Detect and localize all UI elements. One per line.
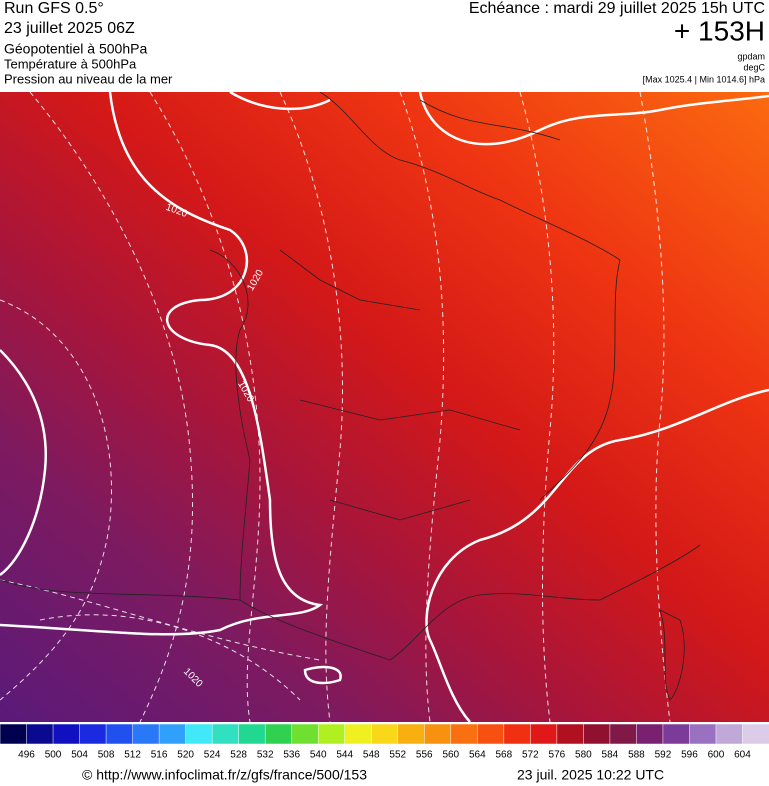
scale-swatch (636, 723, 664, 745)
unit-geopotential: gpdam (737, 51, 765, 61)
scale-label: 528 (230, 750, 247, 761)
scale-swatch (689, 723, 717, 745)
map: 1020 1020 1020 1020 (0, 92, 769, 722)
scale-label: 564 (469, 750, 486, 761)
scale-label: 540 (310, 750, 327, 761)
field-1: Géopotentiel à 500hPa (4, 41, 147, 57)
source-url: © http://www.infoclimat.fr/z/gfs/france/… (82, 767, 367, 783)
scale-swatch (291, 723, 319, 745)
scale-label: 592 (655, 750, 672, 761)
scale-swatch (370, 723, 399, 745)
scale-swatch (0, 723, 28, 745)
scale-label: 552 (389, 750, 406, 761)
isobars (0, 92, 769, 722)
run-label: Run GFS 0.5° (4, 0, 104, 17)
scale-swatch (609, 723, 638, 745)
scale-label: 596 (681, 750, 698, 761)
scale-swatch (424, 723, 452, 745)
scale-swatch (132, 723, 160, 745)
field-2: Température à 500hPa (4, 56, 137, 71)
scale-swatch (503, 723, 532, 745)
scale-label: 500 (45, 750, 62, 761)
scale-swatch (211, 723, 240, 745)
scale-label: 572 (522, 750, 539, 761)
temperature-field (0, 92, 769, 722)
echeance: Echéance : mardi 29 juillet 2025 15h UTC (469, 0, 765, 17)
scale-label: 520 (177, 750, 194, 761)
coastlines (0, 92, 701, 701)
scale-label: 604 (734, 750, 751, 761)
scale-swatch (264, 723, 293, 745)
scale-label: 524 (204, 750, 221, 761)
scale-label: 556 (416, 750, 433, 761)
scale-swatch (583, 723, 611, 745)
scale-label: 548 (363, 750, 380, 761)
lead-time: + 153H (674, 15, 765, 46)
scale-label: 588 (628, 750, 645, 761)
field-3: Pression au niveau de la mer (4, 71, 173, 86)
scale-label: 512 (124, 750, 141, 761)
scale-label: 508 (98, 750, 115, 761)
scale-swatch (742, 723, 769, 745)
scale-swatch (715, 723, 744, 745)
scale-swatch (530, 723, 558, 745)
scale-swatch (238, 723, 266, 745)
scale-label: 576 (549, 750, 566, 761)
unit-pressure: [Max 1025.4 | Min 1014.6] hPa (643, 74, 765, 84)
run-date: 23 juillet 2025 06Z (4, 20, 135, 37)
scale-swatch (344, 723, 372, 745)
scale-swatch (317, 723, 346, 745)
scale-swatch (52, 723, 81, 745)
scale-swatch (185, 723, 213, 745)
scale-label: 544 (336, 750, 353, 761)
generated-date: 23 juil. 2025 10:22 UTC (517, 767, 664, 783)
scale-swatch (556, 723, 585, 745)
scale-label: 496 (18, 750, 35, 761)
scale-label: 584 (602, 750, 619, 761)
color-scale: 496 500 504 508 512 516 520 524 528 532 536 540 544 5… (0, 723, 769, 761)
scale-swatch (662, 723, 691, 745)
scale-swatch (450, 723, 479, 745)
scale-label: 560 (442, 750, 459, 761)
scale-swatch (79, 723, 107, 745)
scale-swatch (397, 723, 426, 745)
scale-label: 516 (151, 750, 168, 761)
scale-label: 504 (71, 750, 88, 761)
scale-label: 600 (708, 750, 725, 761)
scale-label: 532 (257, 750, 274, 761)
scale-swatch (477, 723, 505, 745)
scale-label: 580 (575, 750, 592, 761)
scale-swatch (26, 723, 54, 745)
unit-temperature: degC (743, 62, 765, 72)
scale-label: 536 (283, 750, 300, 761)
scale-label: 568 (495, 750, 512, 761)
scale-swatch (105, 723, 134, 745)
scale-swatch (158, 723, 187, 745)
